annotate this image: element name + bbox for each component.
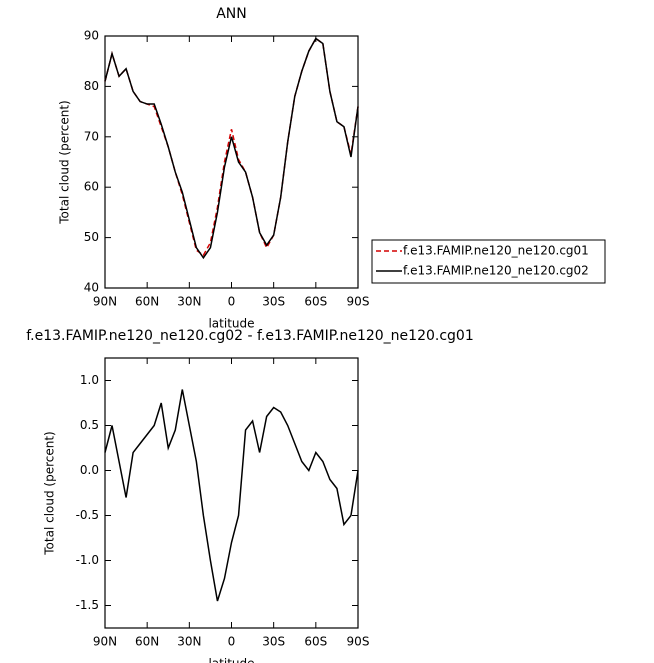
plot-frame [104, 35, 359, 289]
y-tick-label: 40 [84, 281, 99, 295]
y-tick-label: 50 [84, 230, 99, 244]
x-tick-label: 60N [135, 635, 159, 649]
y-tick-label: -0.5 [76, 508, 99, 522]
x-tick-label: 30N [177, 295, 201, 309]
y-tick-label: 0.0 [80, 463, 99, 477]
y-tick-label: 60 [84, 180, 99, 194]
x-tick-label: 0 [228, 295, 236, 309]
x-tick-label: 60N [135, 295, 159, 309]
y-tick-label: 90 [84, 29, 99, 43]
x-tick-label: 90N [93, 295, 117, 309]
x-axis-label: latitude [208, 317, 254, 331]
legend-label: f.e13.FAMIP.ne120_ne120.cg01 [403, 244, 589, 258]
y-tick-label: 1.0 [80, 373, 99, 387]
data-line [104, 389, 359, 602]
x-tick-label: 30S [262, 295, 285, 309]
y-tick-label: -1.5 [76, 598, 99, 612]
x-tick-label: 30N [177, 635, 201, 649]
x-tick-label: 0 [228, 635, 236, 649]
y-tick-label: 0.5 [80, 418, 99, 432]
x-tick-label: 90S [347, 635, 370, 649]
legend-label: f.e13.FAMIP.ne120_ne120.cg02 [403, 264, 589, 278]
y-tick-label: 70 [84, 129, 99, 143]
y-axis-label: Total cloud (percent) [58, 100, 72, 224]
x-axis-label: latitude [208, 657, 254, 663]
plot-frame [104, 357, 359, 629]
data-line [104, 37, 359, 260]
x-tick-label: 30S [262, 635, 285, 649]
y-tick-label: -1.0 [76, 553, 99, 567]
x-tick-label: 90S [347, 295, 370, 309]
data-line [104, 37, 359, 257]
x-tick-label: 60S [304, 295, 327, 309]
chart-title: ANN [216, 6, 247, 22]
legend-box [371, 239, 606, 284]
y-tick-label: 80 [84, 79, 99, 93]
chart-title: f.e13.FAMIP.ne120_ne120.cg02 - f.e13.FAM… [26, 328, 474, 344]
x-tick-label: 90N [93, 635, 117, 649]
x-tick-label: 60S [304, 635, 327, 649]
y-axis-label: Total cloud (percent) [43, 431, 57, 555]
